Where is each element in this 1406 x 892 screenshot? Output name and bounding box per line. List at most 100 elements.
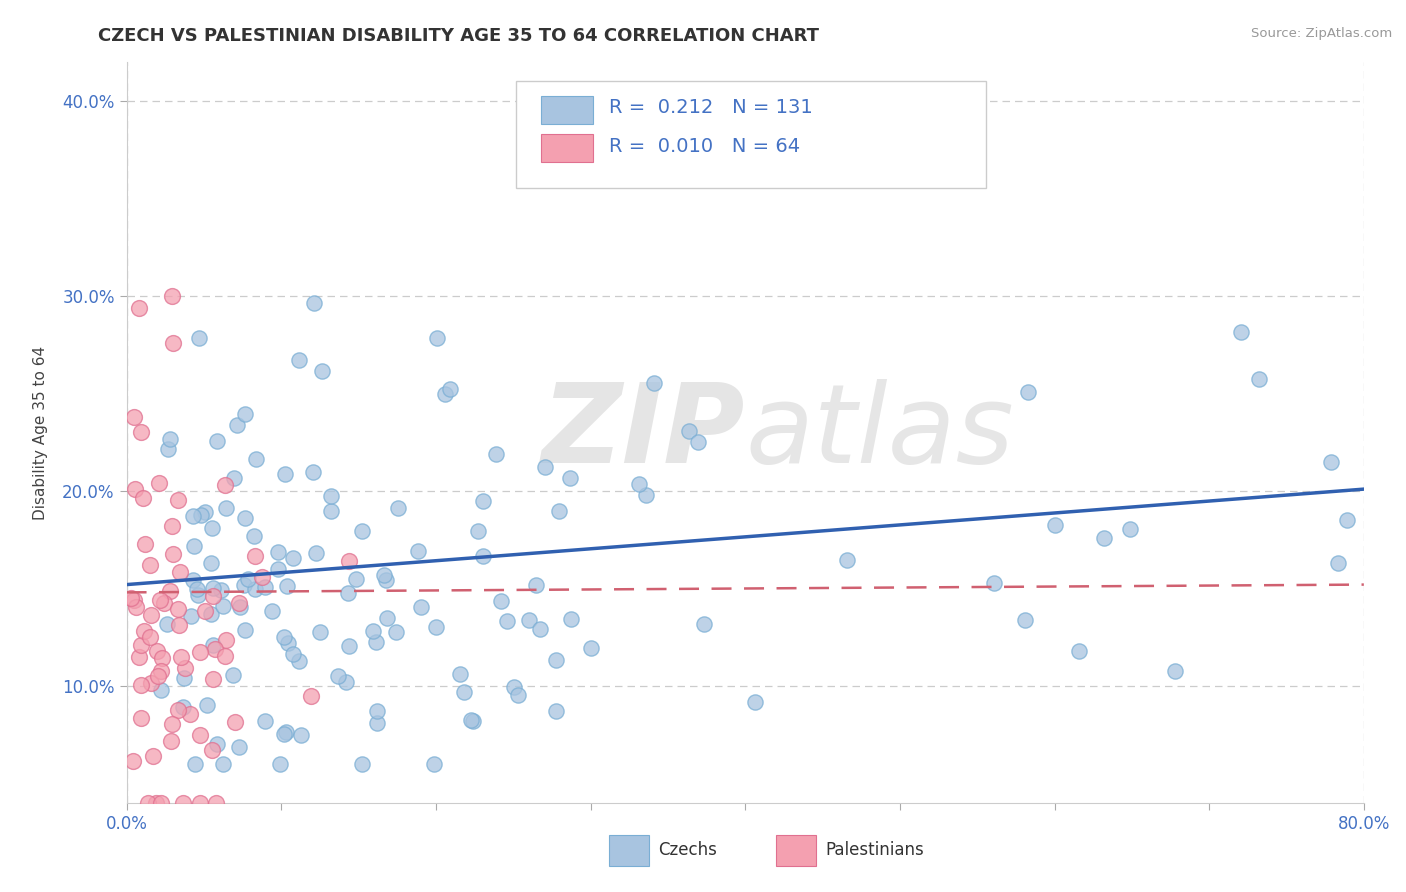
Point <box>337 586 360 600</box>
Point <box>202 581 225 595</box>
Point <box>142 749 165 764</box>
Point <box>352 524 374 538</box>
Point <box>194 505 217 519</box>
Point <box>131 491 153 505</box>
Text: Czechs: Czechs <box>658 841 717 859</box>
Point <box>159 584 181 599</box>
Point <box>643 376 665 390</box>
Point <box>173 661 195 675</box>
Point <box>233 578 256 592</box>
FancyBboxPatch shape <box>541 95 593 124</box>
Point <box>560 612 582 626</box>
Point <box>128 301 150 315</box>
Point <box>449 667 471 681</box>
Point <box>262 604 284 618</box>
Point <box>472 494 495 508</box>
Point <box>983 576 1005 591</box>
Point <box>202 590 225 604</box>
Point <box>139 630 162 644</box>
Point <box>188 331 211 345</box>
Point <box>190 508 212 523</box>
Point <box>366 716 388 731</box>
Point <box>519 614 541 628</box>
Point <box>188 728 211 742</box>
Text: Palestinians: Palestinians <box>825 841 924 859</box>
Point <box>337 554 360 568</box>
Point <box>138 796 160 810</box>
Point <box>460 714 482 728</box>
Point <box>461 714 484 729</box>
Point <box>267 545 290 559</box>
Point <box>686 434 709 449</box>
Point <box>524 578 547 592</box>
Point <box>224 715 246 730</box>
Point <box>159 432 181 446</box>
Point <box>183 573 205 587</box>
Point <box>744 695 766 709</box>
Point <box>215 632 238 647</box>
Point <box>529 623 551 637</box>
Point <box>544 653 567 667</box>
Point <box>170 650 193 665</box>
Point <box>139 608 162 623</box>
Point <box>274 724 297 739</box>
Point <box>134 537 156 551</box>
Point <box>299 689 322 703</box>
Point <box>627 477 650 491</box>
Point <box>533 459 555 474</box>
Point <box>311 364 333 378</box>
Point <box>122 593 145 607</box>
Point <box>423 756 446 771</box>
FancyBboxPatch shape <box>541 135 593 162</box>
Text: R =  0.212   N = 131: R = 0.212 N = 131 <box>609 98 813 117</box>
Point <box>120 591 142 606</box>
Point <box>273 631 295 645</box>
Point <box>129 638 152 652</box>
Point <box>1164 665 1187 679</box>
Point <box>187 588 209 602</box>
Point <box>188 645 211 659</box>
Point <box>172 796 194 810</box>
Point <box>132 624 155 639</box>
Point <box>236 572 259 586</box>
Point <box>375 611 398 625</box>
Point <box>387 501 409 516</box>
Point <box>560 471 582 485</box>
Point <box>180 608 202 623</box>
Point <box>222 667 245 681</box>
Point <box>288 654 311 668</box>
Text: Source: ZipAtlas.com: Source: ZipAtlas.com <box>1251 27 1392 40</box>
Point <box>173 671 195 685</box>
Point <box>269 756 291 771</box>
Point <box>167 493 190 508</box>
Point <box>122 410 145 425</box>
Point <box>350 756 373 771</box>
Point <box>1118 522 1140 536</box>
Point <box>406 544 429 558</box>
Point <box>506 688 529 702</box>
Point <box>1336 513 1358 527</box>
Point <box>205 737 228 751</box>
Point <box>467 524 489 538</box>
Point <box>166 703 188 717</box>
Point <box>153 596 176 610</box>
Point <box>179 706 201 721</box>
Point <box>374 573 396 587</box>
Point <box>361 624 384 638</box>
Point <box>148 475 170 490</box>
Point <box>245 549 267 563</box>
Point <box>364 634 387 648</box>
Point <box>546 704 568 718</box>
Point <box>200 557 222 571</box>
Point <box>1067 644 1090 658</box>
Point <box>228 596 250 610</box>
Point <box>150 683 173 698</box>
Point <box>290 728 312 742</box>
Point <box>254 580 277 594</box>
Point <box>194 604 217 618</box>
Point <box>204 641 226 656</box>
Point <box>288 352 311 367</box>
Point <box>160 518 183 533</box>
Point <box>212 599 235 613</box>
Point <box>385 624 408 639</box>
